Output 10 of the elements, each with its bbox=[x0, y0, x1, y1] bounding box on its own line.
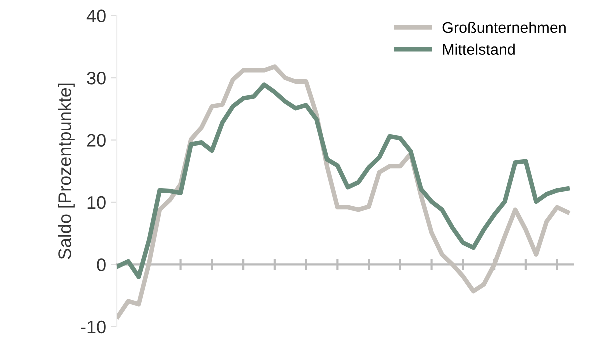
line-series bbox=[117, 82, 570, 280]
y-tick-label: -10 bbox=[81, 320, 106, 334]
y-tick-label: 20 bbox=[87, 134, 106, 147]
legend-label: Großunternehmen bbox=[442, 22, 566, 34]
y-tick-label: 0 bbox=[97, 258, 106, 272]
y-tick-label: 10 bbox=[88, 196, 106, 210]
y-tick-label: 40 bbox=[86, 10, 106, 23]
legend-label: Mittelstand bbox=[443, 44, 515, 56]
y-axis-title: Saldo [Prozentpunkte] bbox=[58, 84, 75, 260]
y-tick-label: 30 bbox=[87, 72, 106, 85]
